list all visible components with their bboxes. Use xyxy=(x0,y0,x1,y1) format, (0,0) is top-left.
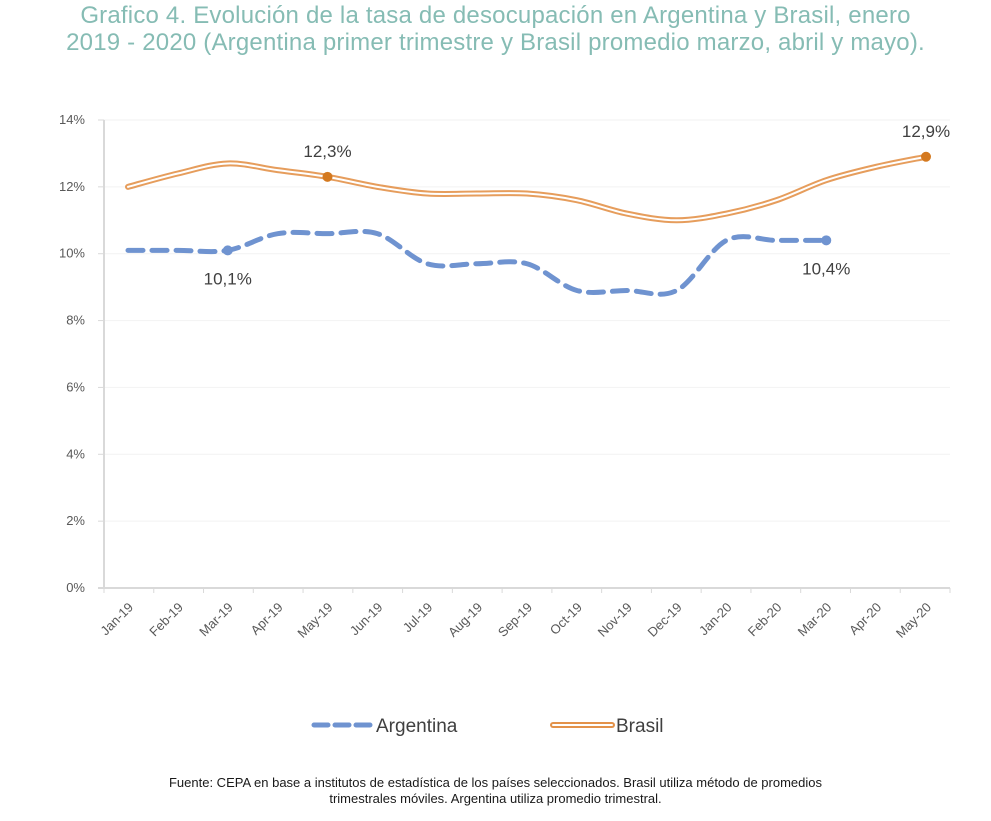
source-line-1: Fuente: CEPA en base a institutos de est… xyxy=(168,775,822,790)
x-tick-label: Jan-20 xyxy=(696,600,735,639)
x-tick-label: Mar-20 xyxy=(795,600,835,640)
data-point-argentina xyxy=(821,235,832,246)
x-tick-label: Jan-19 xyxy=(97,600,136,639)
source-note: Fuente: CEPA en base a institutos de est… xyxy=(0,775,991,807)
data-label-argentina: 10,4% xyxy=(802,259,850,278)
legend-label-argentina: Argentina xyxy=(376,716,458,737)
y-tick-label: 12% xyxy=(59,179,85,194)
legend-item-brasil: Brasil xyxy=(550,716,664,737)
x-tick-label: Jun-19 xyxy=(347,600,386,639)
x-tick-label: Oct-19 xyxy=(547,600,585,638)
series-lines xyxy=(125,151,931,297)
x-tick-label: Apr-20 xyxy=(846,600,884,638)
series-line-argentina xyxy=(125,228,829,297)
y-tick-label: 4% xyxy=(66,446,85,461)
x-tick-label: May-19 xyxy=(294,600,335,641)
series-line-brasil-inner xyxy=(127,155,927,222)
data-labels: 10,1% 10,4% 12,3% 12,9% xyxy=(204,122,950,289)
chart-title-line-2: 2019 - 2020 (Argentina primer trimestre … xyxy=(66,29,925,56)
x-tick-label: Jul-19 xyxy=(400,600,436,636)
legend: Argentina Brasil xyxy=(311,716,664,737)
y-tick-label: 2% xyxy=(66,513,85,528)
data-point-brasil xyxy=(921,151,931,162)
x-tick-label: May-20 xyxy=(893,600,934,641)
y-tick-label: 8% xyxy=(66,313,85,328)
x-tick-label: Dec-19 xyxy=(644,600,684,640)
x-tick-label: Aug-19 xyxy=(445,600,485,640)
legend-label-brasil: Brasil xyxy=(616,716,664,737)
data-label-brasil: 12,9% xyxy=(902,122,950,141)
y-tick-label: 14% xyxy=(59,112,85,127)
chart-title-line-1: Grafico 4. Evolución de la tasa de desoc… xyxy=(80,2,911,29)
data-label-brasil: 12,3% xyxy=(303,142,351,161)
y-axis-tick-labels: 0% 2% 4% 6% 8% 10% 12% 14% xyxy=(59,112,85,595)
y-tick-label: 0% xyxy=(66,580,85,595)
legend-item-argentina: Argentina xyxy=(311,716,458,737)
chart-title: Grafico 4. Evolución de la tasa de desoc… xyxy=(0,2,991,56)
data-label-argentina: 10,1% xyxy=(204,269,252,288)
x-tick-label: Nov-19 xyxy=(595,600,635,640)
source-line-2: trimestrales móviles. Argentina utiliza … xyxy=(329,791,662,806)
data-point-argentina xyxy=(222,245,233,256)
x-tick-label: Feb-19 xyxy=(146,600,186,640)
y-tick-label: 10% xyxy=(59,246,85,261)
x-tick-label: Sep-19 xyxy=(495,600,535,640)
x-tick-label: Feb-20 xyxy=(745,600,785,640)
line-chart: 0% 2% 4% 6% 8% 10% 12% 14% Jan-19 Feb-19 Mar-19 Ap… xyxy=(59,112,951,737)
axes xyxy=(98,119,951,593)
x-tick-label: Mar-19 xyxy=(196,600,236,640)
x-axis-tick-labels: Jan-19 Feb-19 Mar-19 Apr-19 May-19 Jun-19 Jul-… xyxy=(97,600,934,641)
y-tick-label: 6% xyxy=(66,379,85,394)
x-tick-label: Apr-19 xyxy=(248,600,286,638)
data-point-brasil xyxy=(322,171,333,182)
